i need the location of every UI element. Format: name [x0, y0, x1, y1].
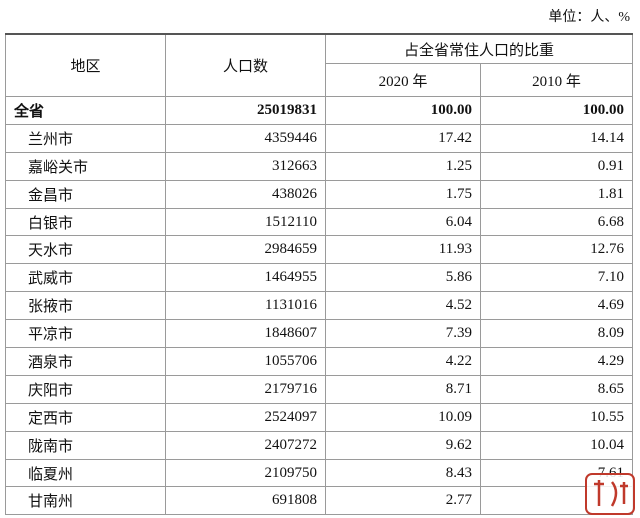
share-2020-cell: 7.39	[325, 319, 481, 349]
table-row: 武威市 1464955 5.86 7.10	[5, 263, 634, 293]
table-row: 全省 25019831 100.00 100.00	[5, 96, 634, 125]
region-cell: 陇南市	[5, 430, 166, 460]
share-2010-cell: 8.09	[479, 319, 634, 349]
region-cell: 酒泉市	[5, 347, 166, 376]
share-2020-cell: 6.04	[325, 207, 481, 237]
share-2010-cell: 10.55	[479, 402, 634, 432]
population-cell: 2109750	[165, 458, 326, 488]
share-2020-cell: 8.71	[325, 374, 481, 404]
table-row: 兰州市 4359446 17.42 14.14	[5, 123, 634, 153]
column-header: 人口数	[165, 33, 326, 97]
table-header: 地区 人口数 占全省常住人口的比重 2020 年 2010 年	[5, 33, 634, 97]
region-cell: 张掖市	[5, 291, 166, 321]
region-cell: 平凉市	[5, 319, 166, 349]
population-cell: 2407272	[165, 430, 326, 460]
table-row: 白银市 1512110 6.04 6.68	[5, 207, 634, 237]
table-row: 庆阳市 2179716 8.71 8.65	[5, 374, 634, 404]
share-2010-cell: 6.68	[479, 207, 634, 237]
share-2010-cell: 10.04	[479, 430, 634, 460]
region-cell: 金昌市	[5, 179, 166, 209]
table-row: 陇南市 2407272 9.62 10.04	[5, 430, 634, 460]
table-row: 酒泉市 1055706 4.22 4.29	[5, 347, 634, 376]
population-cell: 1131016	[165, 291, 326, 321]
share-2020-cell: 17.42	[325, 123, 481, 153]
table-row: 临夏州 2109750 8.43 7.61	[5, 458, 634, 488]
population-cell: 438026	[165, 179, 326, 209]
share-2020-cell: 8.43	[325, 458, 481, 488]
table-row: 天水市 2984659 11.93 12.76	[5, 235, 634, 265]
watermark	[585, 473, 635, 515]
table-row: 嘉峪关市 312663 1.25 0.91	[5, 151, 634, 181]
region-cell: 庆阳市	[5, 374, 166, 404]
table-row: 定西市 2524097 10.09 10.55	[5, 402, 634, 432]
population-cell: 2179716	[165, 374, 326, 404]
population-cell: 2984659	[165, 235, 326, 265]
share-2010-cell: 4.29	[479, 347, 634, 376]
share-2020-cell: 4.22	[325, 347, 481, 376]
share-2010-cell: 4.69	[479, 291, 634, 321]
table-row: 平凉市 1848607 7.39 8.09	[5, 319, 634, 349]
share-2010-cell: 14.14	[479, 123, 634, 153]
table-row: 金昌市 438026 1.75 1.81	[5, 179, 634, 209]
population-cell: 25019831	[165, 96, 326, 125]
region-cell: 天水市	[5, 235, 166, 265]
region-cell: 兰州市	[5, 123, 166, 153]
region-cell: 嘉峪关市	[5, 151, 166, 181]
table-body: 全省 25019831 100.00 100.00 兰州市 4359446 17.42 14.…	[5, 96, 634, 516]
share-2010-cell: 7.10	[479, 263, 634, 293]
share-2020-cell: 1.25	[325, 151, 481, 181]
share-2020-cell: 2.77	[325, 486, 481, 516]
share-2020-cell: 5.86	[325, 263, 481, 293]
population-cell: 1512110	[165, 207, 326, 237]
table-row: 甘南州 691808 2.77	[5, 486, 634, 516]
share-2010-cell: 8.65	[479, 374, 634, 404]
unit-note: 单位：人、%	[548, 10, 630, 25]
share-2020-cell: 1.75	[325, 179, 481, 209]
population-table: 地区 人口数 占全省常住人口的比重 2020 年 2010 年 全省 250198…	[5, 33, 634, 516]
share-2020-cell: 11.93	[325, 235, 481, 265]
share-2020-cell: 9.62	[325, 430, 481, 460]
population-cell: 1848607	[165, 319, 326, 349]
population-cell: 1055706	[165, 347, 326, 376]
region-cell: 临夏州	[5, 458, 166, 488]
population-cell: 2524097	[165, 402, 326, 432]
region-cell: 定西市	[5, 402, 166, 432]
share-2020-cell: 10.09	[325, 402, 481, 432]
share-2010-cell: 1.81	[479, 179, 634, 209]
column-header: 2020 年	[325, 63, 481, 97]
column-header: 占全省常住人口的比重	[324, 33, 634, 64]
region-cell: 白银市	[5, 207, 166, 237]
population-cell: 4359446	[165, 123, 326, 153]
table-row: 张掖市 1131016 4.52 4.69	[5, 291, 634, 321]
share-2010-cell: 100.00	[479, 96, 634, 125]
region-cell: 甘南州	[5, 486, 166, 516]
share-2010-cell: 12.76	[479, 235, 634, 265]
region-cell: 全省	[5, 96, 166, 125]
share-2020-cell: 100.00	[325, 96, 481, 125]
population-cell: 691808	[165, 486, 326, 516]
share-2010-cell: 0.91	[479, 151, 634, 181]
share-2020-cell: 4.52	[325, 291, 481, 321]
population-cell: 1464955	[165, 263, 326, 293]
column-header: 地区	[5, 33, 166, 97]
column-header: 2010 年	[479, 63, 634, 97]
population-cell: 312663	[165, 151, 326, 181]
region-cell: 武威市	[5, 263, 166, 293]
